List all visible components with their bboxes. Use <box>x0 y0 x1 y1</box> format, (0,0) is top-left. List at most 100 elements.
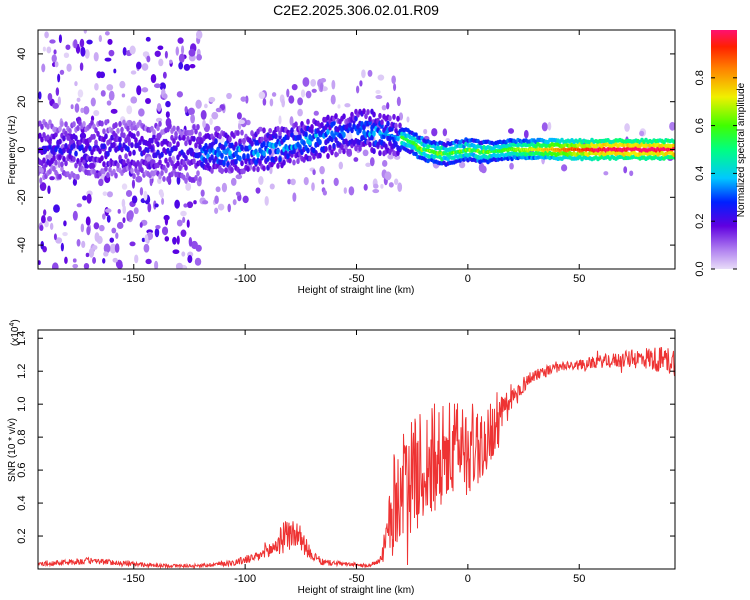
snr-background <box>38 330 675 569</box>
spectrogram-ridge-cell <box>617 148 620 151</box>
spectrogram-cell <box>48 139 52 146</box>
spectrogram-ridge-cell <box>605 148 608 151</box>
spectrogram-noise-cell <box>195 99 202 109</box>
spectrogram-cell <box>130 124 134 131</box>
spectrogram-cell <box>128 120 132 127</box>
spectrogram-noise-cell <box>387 154 394 160</box>
spectrogram-ridge-cell <box>649 148 652 151</box>
spectrogram-cell <box>334 113 338 120</box>
spectrogram-cell <box>306 147 310 154</box>
spectrogram-cell <box>308 155 312 162</box>
spectrogram-noise-cell <box>292 192 297 202</box>
spectrogram-cell <box>74 162 78 169</box>
spectrogram-noise-cell <box>221 182 228 193</box>
spectrogram-noise-cell <box>85 252 90 258</box>
spectrogram-ridge-cell <box>557 148 560 151</box>
spectrogram-noise-cell <box>66 63 72 72</box>
spectrogram-ylabel: Frequency (Hz) <box>7 116 18 185</box>
spectrogram-cell <box>52 155 56 162</box>
spectrogram-cell <box>136 169 140 176</box>
spectrogram-cell <box>146 147 150 154</box>
spectrogram-noise-cell <box>65 44 71 50</box>
spectrogram-cell <box>224 167 228 174</box>
spectrogram-noise-cell <box>47 215 53 222</box>
spectrogram-cell <box>246 165 250 172</box>
spectrogram-cell <box>132 173 136 180</box>
spectrogram-noise-cell <box>127 210 134 220</box>
spectrogram-cell <box>136 130 140 137</box>
spectrogram-noise-cell <box>157 45 164 51</box>
spectrogram-noise-cell <box>164 236 170 242</box>
spectrogram-ridge-cell <box>595 148 598 151</box>
spectrogram-ridge-cell <box>581 148 584 151</box>
spectrogram-ridge-cell <box>639 148 642 151</box>
spectrogram-noise-cell <box>47 185 51 195</box>
spectrogram-noise-cell <box>388 182 394 188</box>
spectrogram-cell <box>62 135 66 142</box>
spectrogram-cell <box>210 167 214 174</box>
spectrogram-noise-cell <box>121 93 126 98</box>
spectrogram-cell <box>184 164 188 171</box>
spectrogram-ridge-cell <box>651 148 654 151</box>
spectrogram-noise-cell <box>83 262 90 269</box>
spectrogram-noise-cell <box>162 93 168 99</box>
spectrogram-noise-cell <box>104 31 110 36</box>
spectrogram-cell <box>328 144 332 151</box>
spectrogram-ridge-cell <box>573 148 576 151</box>
spectrogram-cell <box>348 121 352 128</box>
spectrogram-cell <box>76 125 80 132</box>
spectrogram-noise-cell <box>478 162 485 173</box>
spectrogram-ridge-cell <box>549 148 552 151</box>
spectrogram-noise-cell <box>215 186 221 193</box>
spectrogram-ridge-cell <box>529 148 532 151</box>
spectrogram-ridge-cell <box>503 149 506 152</box>
spectrogram-cell <box>72 156 76 163</box>
spectrogram-ridge-cell <box>601 148 604 151</box>
spectrogram-noise-cell <box>237 122 242 130</box>
spectrogram-cell <box>82 120 86 127</box>
spectrogram-noise-cell <box>76 203 82 208</box>
spectrogram-noise-cell <box>330 94 336 105</box>
spectrogram-noise-cell <box>320 78 327 83</box>
spectrogram-cell <box>194 142 198 149</box>
spectrogram-noise-cell <box>333 177 339 187</box>
spectrogram-ridge-cell <box>437 151 440 154</box>
spectrogram-noise-cell <box>144 234 149 243</box>
spectrogram-cell <box>268 148 272 155</box>
spectrogram-cell <box>256 151 260 158</box>
spectrogram-noise-cell <box>287 178 292 185</box>
spectrogram-noise-cell <box>154 50 161 57</box>
spectrogram-noise-cell <box>302 77 310 87</box>
spectrogram-cell <box>234 158 238 165</box>
spectrogram-cell <box>242 138 246 145</box>
spectrogram-ridge-cell <box>585 148 588 151</box>
spectrogram-cell <box>240 160 244 167</box>
colorbar: 0.0 0.2 0.4 0.6 0.8 Normalized spectral ampl… <box>694 30 747 277</box>
spectrogram-noise-cell <box>181 251 186 257</box>
spectrogram-cell <box>116 162 120 169</box>
spectrogram-ridge-cell <box>445 153 448 156</box>
spectrogram-noise-cell <box>129 45 136 55</box>
spectrogram-ridge-cell <box>545 148 548 151</box>
spectrogram-noise-cell <box>398 112 404 121</box>
snr-x-tick-label: -150 <box>123 573 145 585</box>
spectrogram-ridge-cell <box>467 148 470 151</box>
spectrogram-cell <box>166 176 170 183</box>
spectrogram-noise-cell <box>188 107 195 116</box>
spectrogram-cell <box>230 166 234 173</box>
spectrogram-cell <box>342 148 346 155</box>
spectrogram-ridge-cell <box>381 132 384 135</box>
spectrogram-cell <box>178 165 182 172</box>
spectrogram-noise-cell <box>161 197 165 205</box>
spectrogram-cell <box>276 125 280 132</box>
spectrogram-ridge-cell <box>547 148 550 151</box>
spectrogram-noise-cell <box>80 46 86 57</box>
spectrogram-noise-cell <box>297 108 303 117</box>
spectrogram-noise-cell <box>245 95 249 104</box>
spectrogram-cell <box>192 158 196 165</box>
spectrogram-noise-cell <box>138 108 145 117</box>
spectrogram-noise-cell <box>72 258 77 263</box>
spectrogram-noise-cell <box>126 105 133 115</box>
spectrogram-ridge-cell <box>537 148 540 151</box>
spectrogram-cell <box>386 120 390 127</box>
